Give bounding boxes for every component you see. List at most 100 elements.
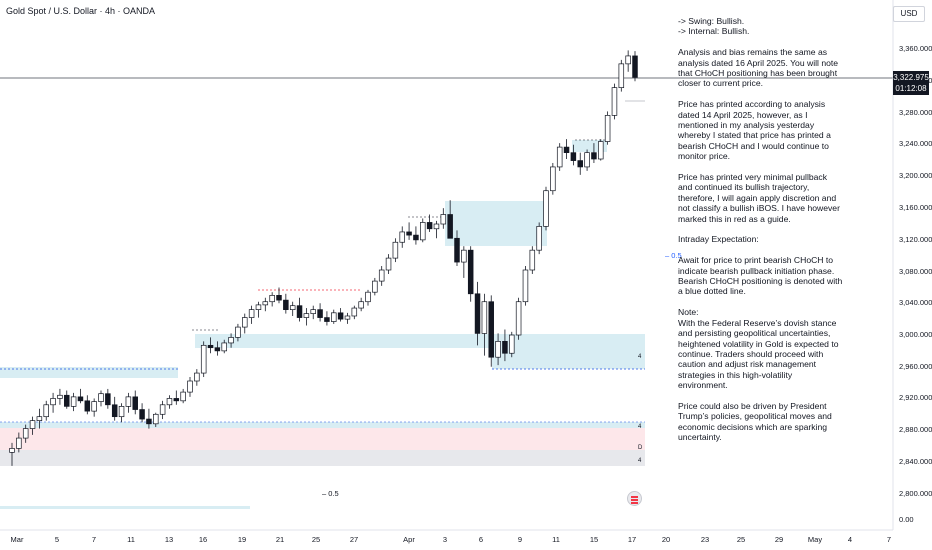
candle bbox=[29, 416, 36, 435]
candle bbox=[563, 139, 570, 159]
candle bbox=[324, 311, 330, 326]
price-axis-label: 3,360.000 bbox=[899, 44, 932, 53]
candle-body bbox=[194, 372, 200, 382]
candle-body bbox=[36, 416, 43, 421]
candle-body bbox=[64, 394, 70, 407]
time-axis-label: Apr bbox=[403, 535, 415, 544]
candle-body bbox=[344, 315, 351, 320]
candle-body bbox=[207, 344, 214, 349]
price-axis-label: 3,080.000 bbox=[899, 267, 932, 276]
supply-zone bbox=[445, 201, 547, 246]
candle-body bbox=[50, 398, 56, 406]
candle-body bbox=[242, 317, 248, 328]
demand-zone bbox=[0, 422, 645, 428]
candle bbox=[556, 143, 563, 171]
demand-zone bbox=[0, 367, 178, 378]
price-axis-label: 3,040.000 bbox=[899, 298, 932, 307]
fib-level-label: – 0.5 bbox=[322, 489, 339, 498]
candle bbox=[406, 222, 412, 240]
candle-body bbox=[228, 337, 234, 344]
price-axis-label: 2,880.000 bbox=[899, 425, 932, 434]
time-axis-label: May bbox=[808, 535, 822, 544]
candle-body bbox=[29, 420, 36, 429]
candle bbox=[207, 337, 214, 354]
candle bbox=[344, 312, 351, 324]
candle-body bbox=[255, 304, 262, 310]
current-price-label: 3,322.975 bbox=[893, 73, 929, 82]
candle-body bbox=[536, 226, 542, 251]
candle-body bbox=[467, 249, 474, 295]
candle bbox=[57, 388, 63, 405]
candle-body bbox=[515, 301, 522, 336]
candle-body bbox=[563, 146, 570, 154]
candle-body bbox=[611, 87, 618, 116]
candle-body bbox=[70, 396, 77, 407]
zone-tag: 4 bbox=[638, 354, 642, 360]
candle bbox=[146, 408, 152, 429]
candle-body bbox=[385, 257, 392, 271]
candle bbox=[399, 226, 405, 248]
analysis-paragraph: Await for price to print bearish CHoCH t… bbox=[678, 255, 843, 297]
candle bbox=[461, 246, 467, 278]
time-axis-label: 6 bbox=[479, 535, 483, 544]
candle bbox=[474, 281, 481, 346]
tradingview-logo-icon[interactable] bbox=[627, 491, 642, 506]
price-axis-label: 2,800.000 bbox=[899, 489, 932, 498]
candle-body bbox=[303, 313, 310, 318]
time-axis-label: 13 bbox=[165, 535, 173, 544]
candle-body bbox=[529, 249, 536, 271]
candle bbox=[228, 333, 234, 348]
time-axis-label: 19 bbox=[238, 535, 246, 544]
candle-body bbox=[481, 301, 488, 334]
candle bbox=[447, 200, 453, 239]
time-axis-label: 16 bbox=[199, 535, 207, 544]
price-axis-label: 3,000.000 bbox=[899, 330, 932, 339]
price-axis-label: 3,240.000 bbox=[899, 139, 932, 148]
currency-button[interactable]: USD bbox=[893, 6, 925, 22]
candle bbox=[433, 220, 440, 239]
candle-body bbox=[43, 404, 49, 418]
zone-tag: 4 bbox=[638, 424, 642, 430]
candle bbox=[77, 388, 84, 404]
candle bbox=[598, 139, 604, 161]
candle bbox=[64, 390, 70, 409]
candle-body bbox=[399, 231, 405, 243]
price-axis-label: 3,200.000 bbox=[899, 171, 932, 180]
candle bbox=[194, 369, 200, 386]
candle-body bbox=[392, 241, 399, 259]
time-axis-label: 17 bbox=[628, 535, 636, 544]
candle bbox=[454, 230, 460, 267]
candle bbox=[187, 377, 193, 397]
price-axis-label: 3,120.000 bbox=[899, 235, 932, 244]
bias-line: -> Swing: Bullish. -> Internal: Bullish. bbox=[678, 16, 750, 37]
candle bbox=[365, 289, 371, 306]
note-paragraph: Note: With the Federal Reserve’s dovish … bbox=[678, 307, 839, 391]
candle bbox=[118, 403, 125, 423]
candle-body bbox=[146, 418, 152, 425]
candle-body bbox=[283, 299, 289, 310]
time-axis-label: 27 bbox=[350, 535, 358, 544]
candle bbox=[91, 398, 97, 417]
candle bbox=[372, 277, 378, 296]
candle-body bbox=[310, 309, 316, 314]
candle-body bbox=[474, 293, 481, 334]
candle bbox=[132, 390, 138, 415]
candle-body bbox=[632, 55, 638, 78]
candle-body bbox=[591, 152, 597, 160]
demand-zone bbox=[492, 341, 645, 369]
demand-zone bbox=[0, 506, 250, 509]
candle bbox=[488, 295, 494, 367]
candle-body bbox=[433, 223, 440, 230]
candle bbox=[632, 51, 638, 82]
candle-body bbox=[495, 341, 501, 358]
time-axis-label: 23 bbox=[701, 535, 709, 544]
candle-body bbox=[180, 391, 186, 402]
candle-body bbox=[584, 152, 590, 168]
analysis-paragraph: Price has printed according to analysis … bbox=[678, 99, 831, 162]
time-axis-label: 7 bbox=[887, 535, 891, 544]
candle bbox=[16, 432, 22, 453]
analysis-paragraph: Price has printed very minimal pullback … bbox=[678, 172, 840, 224]
candle bbox=[604, 111, 611, 145]
